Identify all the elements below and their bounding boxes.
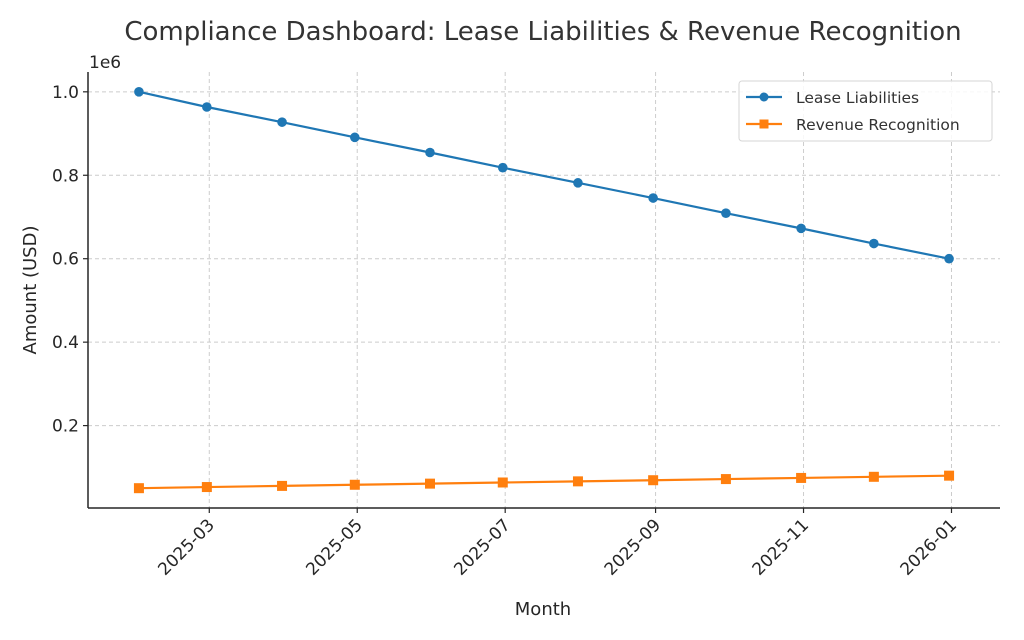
y-tick-label: 0.4 (52, 333, 79, 353)
x-axis-label: Month (515, 599, 571, 620)
y-tick-label: 1.0 (52, 83, 79, 103)
data-point (425, 147, 435, 158)
x-ticks: 2025-03 2025-05 2025-07 2025-09 2025-11 2026-… (154, 508, 961, 580)
data-point (721, 208, 731, 218)
data-point (425, 478, 435, 489)
y-tick-label: 0.6 (52, 250, 79, 270)
legend-frame (738, 80, 993, 142)
data-point (648, 193, 658, 203)
series-revenue-recognition (133, 470, 955, 494)
x-tick-label: 2025-03 (154, 515, 218, 579)
data-point (202, 102, 212, 112)
legend-marker-revenue (759, 119, 769, 129)
data-point (796, 223, 806, 234)
data-point (497, 162, 508, 173)
chart-title: Compliance Dashboard: Lease Liabilities … (124, 17, 961, 47)
data-point (572, 476, 583, 487)
y-offset-label: 1e6 (89, 53, 121, 73)
data-point (796, 472, 807, 483)
data-point (349, 479, 360, 490)
series-lease-liabilities (134, 87, 954, 264)
data-point (944, 253, 954, 264)
x-tick-label: 2025-11 (749, 515, 813, 579)
data-point (134, 87, 144, 97)
axes (87, 72, 1000, 509)
data-point (201, 482, 212, 493)
data-point (868, 471, 879, 482)
data-point (133, 483, 144, 494)
x-tick-label: 2025-05 (302, 515, 366, 579)
data-point (350, 132, 360, 143)
y-axis-label: Amount (USD) (20, 226, 41, 355)
legend: Lease Liabilities Revenue Recognition (738, 80, 993, 142)
legend-marker-lease (759, 92, 769, 102)
data-point (277, 480, 288, 491)
data-point (497, 477, 508, 488)
y-tick-label: 0.2 (52, 417, 79, 437)
legend-label-lease: Lease Liabilities (796, 89, 919, 107)
x-tick-label: 2025-09 (601, 515, 665, 579)
series-line-revenue-recognition (138, 474, 950, 490)
data-point (648, 475, 659, 486)
data-point (277, 117, 287, 127)
y-ticks: 0.2 0.4 0.6 0.8 1.0 (52, 83, 88, 437)
x-tick-label: 2025-07 (450, 515, 514, 579)
data-point (944, 470, 955, 481)
legend-label-revenue: Revenue Recognition (796, 116, 960, 134)
series-line-lease-liabilities (138, 90, 950, 260)
y-tick-label: 0.8 (52, 166, 79, 186)
x-tick-label: 2026-01 (897, 515, 961, 579)
data-point (720, 474, 731, 485)
series-group (133, 87, 955, 494)
data-point (869, 238, 879, 249)
data-point (573, 178, 583, 188)
